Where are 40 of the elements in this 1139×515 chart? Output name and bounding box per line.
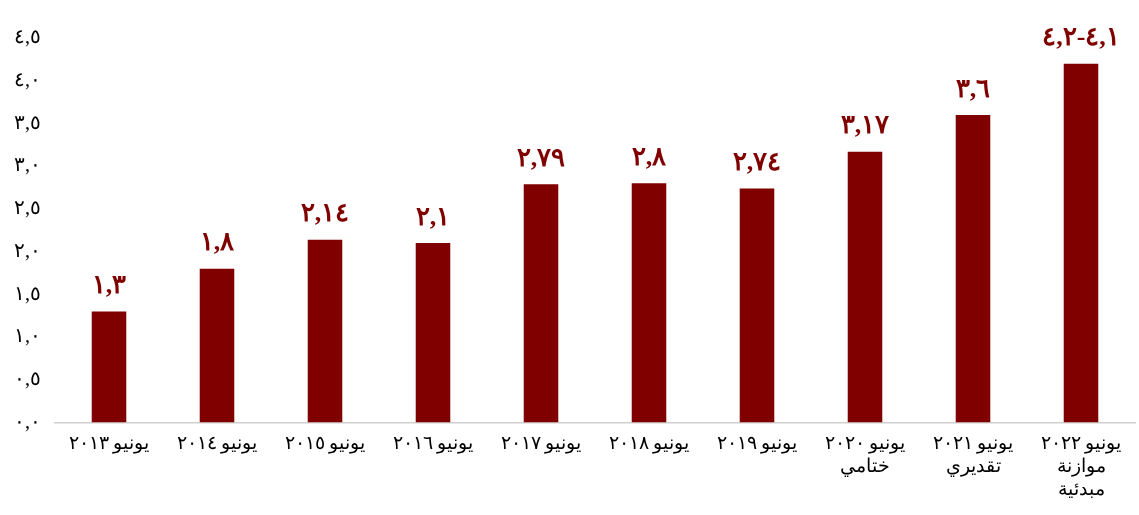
x-tick-label: يونيو ٢٠٢٢ موازنة مبدئية bbox=[1040, 431, 1122, 499]
data-label: ٢,٨ bbox=[631, 142, 667, 172]
x-tick-label: يونيو ٢٠١٥ bbox=[284, 431, 366, 454]
x-tick-label: يونيو ٢٠١٣ bbox=[68, 431, 150, 454]
bar bbox=[523, 184, 559, 423]
bar bbox=[847, 151, 883, 423]
bar bbox=[307, 239, 343, 423]
x-tick-label: يونيو ٢٠١٦ bbox=[392, 431, 474, 454]
data-label: ٢,٧٩ bbox=[516, 142, 566, 172]
x-tick-label: يونيو ٢٠٢٠ ختامي bbox=[824, 431, 906, 477]
data-label: ٣,٦ bbox=[955, 73, 991, 103]
bar bbox=[91, 311, 127, 423]
data-label: ٢,١ bbox=[415, 201, 451, 231]
data-label: ٣,١٧ bbox=[840, 110, 890, 140]
x-tick-label: يونيو ٢٠١٨ bbox=[608, 431, 690, 454]
x-tick-label: يونيو ٢٠١٩ bbox=[716, 431, 798, 454]
data-label: ١,٣ bbox=[91, 270, 127, 300]
y-tick-label: ٠,٠ bbox=[14, 409, 41, 432]
y-tick-label: ٤,٥ bbox=[14, 25, 41, 48]
y-tick-label: ٠,٥ bbox=[14, 367, 41, 390]
y-tick-label: ١,٥ bbox=[14, 281, 41, 304]
bar bbox=[1063, 63, 1099, 423]
y-tick-label: ٢,٠ bbox=[14, 238, 41, 261]
bar bbox=[631, 183, 667, 423]
x-tick-label: يونيو ٢٠٢١ تقديري bbox=[932, 431, 1014, 477]
y-tick-label: ١,٠ bbox=[14, 324, 41, 347]
data-label: ٢,١٤ bbox=[300, 198, 350, 228]
bar bbox=[199, 268, 235, 423]
data-label: ٢,٧٤ bbox=[732, 147, 782, 177]
bar bbox=[415, 243, 451, 423]
bar bbox=[955, 114, 991, 423]
data-label: ١,٨ bbox=[199, 227, 235, 257]
y-tick-label: ٣,٥ bbox=[14, 110, 41, 133]
y-tick-label: ٤,٠ bbox=[14, 67, 41, 90]
y-tick-label: ٣,٠ bbox=[14, 153, 41, 176]
bar bbox=[739, 188, 775, 423]
x-tick-label: يونيو ٢٠١٧ bbox=[500, 431, 582, 454]
data-label: ٤,١-٤,٢ bbox=[1042, 22, 1120, 52]
y-tick-label: ٢,٥ bbox=[14, 196, 41, 219]
x-tick-label: يونيو ٢٠١٤ bbox=[176, 431, 258, 454]
